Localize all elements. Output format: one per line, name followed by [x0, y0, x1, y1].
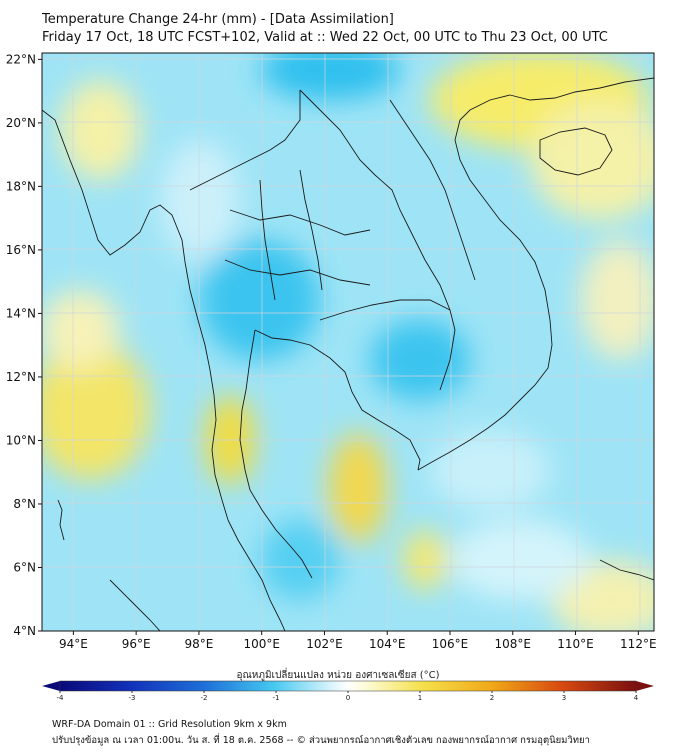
graticule	[42, 53, 654, 631]
myanmar-coast	[42, 109, 229, 521]
lon-label: 112°E	[620, 637, 657, 651]
lon-label: 96°E	[122, 637, 151, 651]
colorbar-tick-label: -4	[57, 694, 65, 702]
gulf-coast	[254, 329, 421, 471]
vietnam-south-coast	[417, 319, 553, 471]
lon-label: 110°E	[557, 637, 594, 651]
borneo-coast	[599, 559, 654, 581]
footer-line-2: ปรับปรุงข้อมูล ณ เวลา 01:00น. วัน ส. ที่…	[52, 735, 590, 746]
lat-label: 20°N	[6, 116, 36, 130]
colorbar-tick-label: -1	[273, 694, 280, 702]
lao-vietnam-border	[389, 99, 476, 281]
thai-cambodia-border	[319, 299, 456, 391]
lon-label: 102°E	[306, 637, 343, 651]
lat-label: 18°N	[6, 179, 36, 193]
colorbar-ticks: -4 -3 -2 -1 0 1 2 3 4	[57, 691, 639, 702]
lat-label: 8°N	[13, 497, 36, 511]
lon-label: 106°E	[432, 637, 469, 651]
colorbar-tick-label: 0	[346, 694, 350, 702]
colorbar-left-arrow	[42, 681, 60, 691]
peninsula-east-coast	[239, 329, 313, 579]
lon-label: 94°E	[59, 637, 88, 651]
peninsula-west-coast	[227, 519, 286, 631]
interior-boundary-3	[259, 179, 276, 301]
lon-label: 98°E	[184, 637, 213, 651]
sumatra-coast	[109, 579, 161, 631]
colorbar-tick-label: 4	[634, 694, 639, 702]
interior-boundary-2	[224, 259, 371, 286]
lat-label: 6°N	[13, 560, 36, 574]
lat-label: 14°N	[6, 306, 36, 320]
lat-label: 4°N	[13, 624, 36, 638]
temperature-field	[42, 53, 654, 631]
hainan-island	[539, 127, 613, 176]
lat-label: 22°N	[6, 52, 36, 66]
lat-label: 12°N	[6, 370, 36, 384]
lon-label: 108°E	[495, 637, 532, 651]
mekong-border	[299, 89, 451, 311]
colorbar: -4 -3 -2 -1 0 1 2 3 4	[42, 680, 654, 702]
lon-label: 104°E	[369, 637, 406, 651]
colorbar-tick-label: -2	[201, 694, 208, 702]
colorbar-tick-label: 3	[562, 694, 566, 702]
colorbar-tick-label: 2	[490, 694, 494, 702]
map-frame	[41, 52, 655, 632]
footer-line-1: WRF-DA Domain 01 :: Grid Resolution 9km …	[52, 719, 287, 730]
colorbar-right-arrow	[636, 681, 654, 691]
colorbar-tick-label: -3	[129, 694, 136, 702]
lat-label: 16°N	[6, 243, 36, 257]
andaman-islands	[57, 499, 65, 541]
colorbar-label: อุณหภูมิเปลี่ยนแปลง หน่วย องศาเซลเซียส (…	[236, 670, 440, 681]
coastlines-and-borders	[42, 77, 654, 631]
interior-boundary-4	[299, 169, 323, 291]
china-coast	[509, 77, 654, 101]
lat-label: 10°N	[6, 433, 36, 447]
longitude-axis: 94°E 96°E 98°E 100°E 102°E 104°E 106°E 108°E 110…	[59, 631, 657, 651]
title-line-2: Friday 17 Oct, 18 UTC FCST+102, Valid at…	[42, 30, 608, 45]
thai-myanmar-border	[189, 90, 301, 191]
latitude-axis: 22°N 20°N 18°N 16°N 14°N 12°N 10°N 8°N 6°N 4°N	[6, 52, 42, 638]
interior-boundary-1	[229, 209, 371, 236]
lon-label: 100°E	[243, 637, 280, 651]
title-line-1: Temperature Change 24-hr (mm) - [Data As…	[42, 12, 394, 27]
colorbar-tick-label: 1	[418, 694, 422, 702]
vietnam-central-coast	[454, 94, 551, 321]
